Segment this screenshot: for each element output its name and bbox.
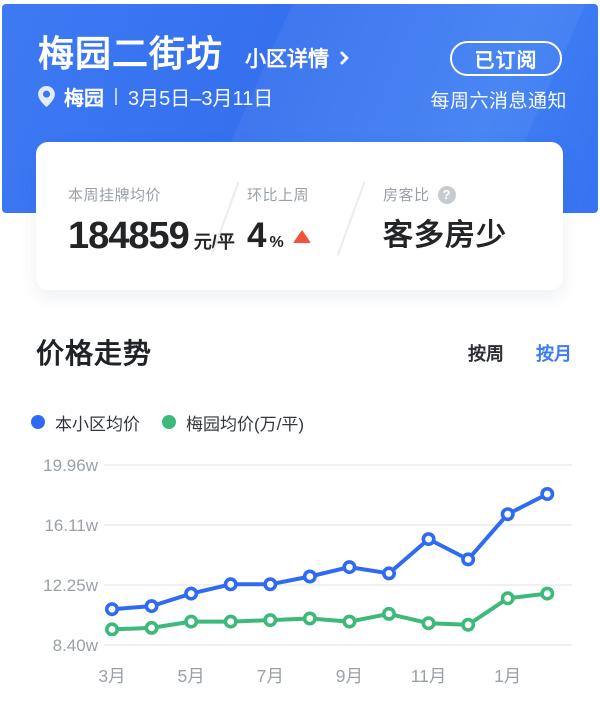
data-point [144,620,159,635]
y-axis-tick-label: 8.40w [53,636,99,655]
trend-up-icon [292,229,311,243]
price-trend-chart-wrap: 8.40w 12.25w 16.11w 19.96w 3月 5月 7月 9月 11月 1月 [0,445,600,710]
y-axis-tick-label: 19.96w [43,456,99,475]
price-chart: 8.40w 12.25w 16.11w 19.96w 3月 5月 7月 9月 11月 1月 [43,456,572,686]
series-line-community [110,492,550,612]
location-row: 梅园 3月5日–3月11日 [38,84,274,110]
data-point [302,569,317,584]
tab-by-month[interactable]: 按月 [536,344,572,364]
stat-label: 本周挂牌均价 [68,187,162,204]
help-icon[interactable]: ? [437,185,456,204]
y-axis-tick-label: 16.11w [44,516,98,535]
data-point [381,606,396,621]
x-axis-tick-label: 9月 [336,666,363,686]
change-value: 4 [247,216,267,255]
data-point [500,591,515,606]
x-axis-tick-label: 3月 [98,666,125,686]
legend-dot-green [162,415,176,429]
title-row: 梅园二街坊 小区详情 [38,32,350,76]
data-point [302,611,317,626]
data-point [263,577,278,592]
location-pin-icon [38,85,55,107]
section-title-price-trend: 价格走势 [36,338,153,369]
data-point [540,586,555,601]
y-axis-tick-label: 12.25w [43,576,99,595]
legend-label: 本小区均价 [55,414,140,434]
detail-link-label: 小区详情 [245,48,330,71]
location-name: 梅园 [64,87,104,110]
chevron-right-icon [334,50,350,66]
x-axis-tick-label: 11月 [411,666,447,686]
data-point [342,614,357,629]
x-axis-tick-label: 7月 [257,666,284,686]
data-point [421,616,436,631]
page-title: 梅园二街坊 [38,33,224,74]
divider [336,182,366,256]
price-value: 184859 [68,215,190,257]
divider [115,87,117,105]
legend-item-district: 梅园均价(万/平) [162,410,304,435]
subscribed-button[interactable]: 已订阅 [450,41,562,76]
data-point [342,560,357,575]
legend-label: 梅园均价(万/平) [186,414,305,434]
percent-sign: % [269,234,284,251]
data-point [223,614,238,629]
x-axis-tick-label: 5月 [178,666,205,686]
legend-item-community: 本小区均价 [31,410,140,435]
data-point [223,577,238,592]
stat-weekly-price: 本周挂牌均价 184859 元/平 [68,184,235,256]
data-point [500,507,515,522]
date-range: 3月5日–3月11日 [128,87,274,110]
data-point [381,566,396,581]
data-point [144,599,159,614]
data-point [540,486,555,501]
data-point [105,602,120,617]
data-point [105,622,120,637]
data-point [461,552,476,567]
data-point [184,586,199,601]
ratio-value: 客多房少 [383,219,507,252]
stat-label: 环比上周 [247,187,310,204]
stats-card: 本周挂牌均价 184859 元/平 环比上周 4 % 房客比 ? [36,142,563,290]
tab-by-week[interactable]: 按周 [468,344,504,364]
community-detail-link[interactable]: 小区详情 [245,43,350,73]
legend-dot-blue [31,415,45,429]
data-point [421,532,436,547]
data-point [184,614,199,629]
notify-schedule-text: 每周六消息通知 [430,91,567,112]
stat-label: 房客比 [383,187,430,204]
x-axis-tick-label: 1月 [494,666,521,686]
chart-legend: 本小区均价 梅园均价(万/平) [31,409,304,435]
data-point [461,617,476,632]
stat-weekly-change: 环比上周 4 % [247,184,311,256]
period-tabs: 按周 按月 [468,340,572,366]
stat-supply-demand: 房客比 ? 客多房少 [383,184,507,256]
data-point [263,613,278,628]
